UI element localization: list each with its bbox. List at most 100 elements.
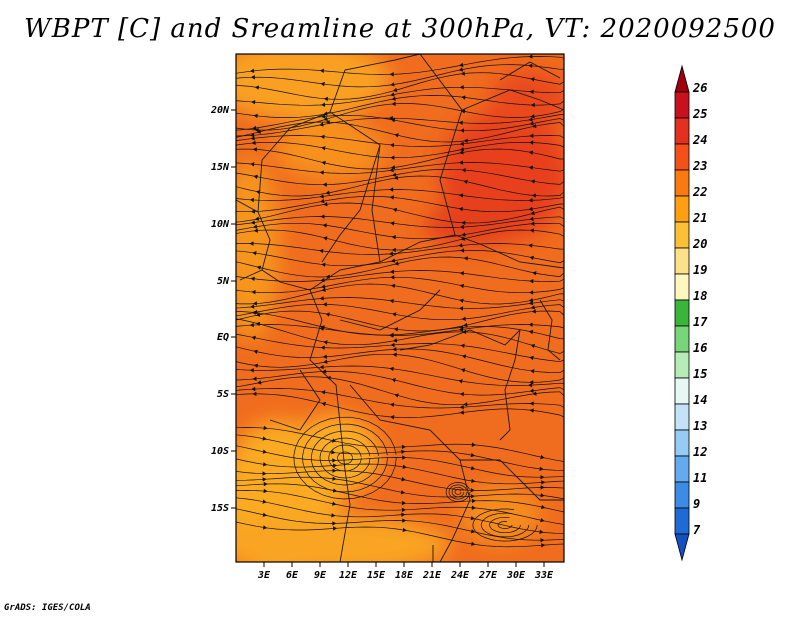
streamline-arrow [249,368,254,373]
streamline-arrow [401,500,407,506]
streamline-arrow [459,128,465,133]
streamline-arrow [332,468,337,473]
streamline-arrow [460,71,465,76]
streamline-arrow [461,232,466,237]
streamline-arrow [255,321,261,327]
lon-label: 3E [257,570,271,581]
streamline-arrow [401,477,406,482]
lon-label: 30E [506,570,526,581]
streamline [236,114,564,137]
streamline [236,135,564,147]
streamline [236,222,564,240]
streamline-arrow [458,193,464,198]
streamline [236,56,564,75]
streamline-arrow [459,271,465,276]
lon-label: 24E [450,570,470,581]
streamline-arrow [252,251,257,256]
streamline-arrow [250,304,255,309]
streamline-arrow [325,274,330,279]
streamline-arrow [254,85,260,90]
colorbar: 26 25 24 23 22 21 20 19 18 17 16 15 14 1… [674,64,708,562]
colorbar-swatch [674,533,690,562]
streamline-arrow [541,480,546,485]
longitude-axis: 3E 6E 9E 12E 15E 18E 21E 24E 27E 30E 33E [257,562,554,581]
colorbar-label: 20 [692,237,707,251]
streamline-arrow [323,111,328,116]
lat-label: EQ [217,332,229,343]
streamline-arrow [391,247,396,253]
streamline-arrow [460,248,465,253]
colorbar-swatch [674,377,690,405]
streamline-arrow [539,529,544,535]
streamline [236,243,564,255]
streamline-arrow [540,537,545,543]
streamline-arrow [471,498,476,504]
streamline-arrow [321,160,326,166]
field-blob-southeast [460,485,540,545]
colorbar-swatch [674,273,690,301]
streamline [236,346,564,374]
streamline-arrow [529,278,534,284]
streamline-arrow [390,82,395,87]
streamline-arrow [392,172,397,177]
colorbar-swatch [674,481,690,509]
streamline [236,371,564,396]
streamline-arrow [458,120,463,126]
streamline-arrow [253,363,258,368]
streamline-arrow [470,529,476,534]
streamline-arrow [401,449,406,455]
streamline-arrow [253,228,258,233]
streamline-arrow [389,402,395,407]
streamline-arrow [323,96,328,102]
streamline-arrow [321,284,326,289]
streamline-arrow [325,312,330,317]
streamline-arrow [251,100,256,105]
streamline-arrow [390,342,395,348]
streamline-arrow [458,379,463,384]
streamline-arrow [322,223,327,228]
streamline [236,297,564,309]
streamline-arrow [392,312,397,317]
streamline-arrow [393,327,399,332]
streamline-arrow [459,147,465,152]
streamline [472,508,538,542]
colorbar-swatch [674,455,690,483]
streamline-arrow [529,89,534,95]
streamline [302,423,388,493]
streamline-arrow [253,174,258,179]
streamline-arrow [320,134,325,139]
streamline-arrow [532,391,537,396]
streamline-arrow [528,150,534,155]
streamline-arrow [257,380,262,385]
streamline-arrow [263,425,268,431]
streamline-arrow [320,277,325,283]
streamline [236,324,564,336]
streamline [236,229,564,251]
streamline-arrow [332,438,337,443]
streamline [236,283,564,305]
streamline-arrow [458,206,464,212]
streamline-arrow [319,296,324,301]
streamline-arrow [470,465,476,471]
streamline-arrow [249,322,254,328]
streamline [454,489,462,495]
streamline-arrow [471,505,476,510]
streamline [236,311,564,340]
streamline-arrow [459,85,464,90]
streamline-arrow [251,289,256,295]
streamline-arrow [390,165,396,170]
streamline-arrow [400,490,406,495]
streamline-arrow [391,378,396,383]
streamline [236,376,564,406]
colorbar-swatch [674,507,690,535]
streamline-arrow [528,382,533,388]
streamline-arrow [250,162,255,167]
colorbar-label: 22 [692,185,707,199]
streamline-arrow [528,63,533,68]
streamline-arrow [529,228,535,233]
streamline-arrow [459,306,464,311]
streamline-arrow [528,117,533,122]
streamline [236,189,564,201]
streamline-arrow [321,146,326,151]
streamline-arrow [389,332,394,338]
